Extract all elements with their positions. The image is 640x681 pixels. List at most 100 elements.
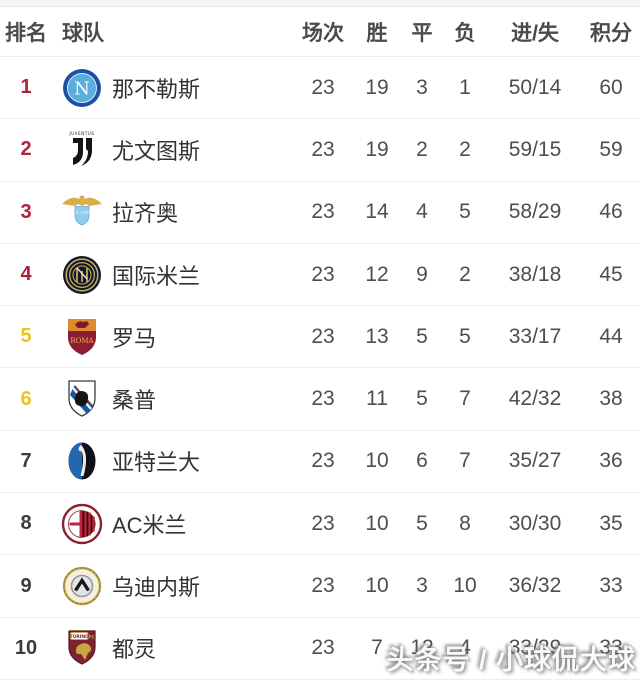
header-win: 胜 — [366, 21, 388, 45]
rank-number: 7 — [20, 449, 32, 472]
header-played: 场次 — [302, 21, 344, 45]
svg-text:JUVENTUS: JUVENTUS — [68, 131, 94, 136]
rank-number: 10 — [14, 636, 38, 659]
team-name: 乌迪内斯 — [112, 575, 201, 601]
header-rank: 排名 — [5, 21, 47, 45]
rank-number: 4 — [20, 263, 32, 286]
team-name: 亚特兰大 — [112, 450, 201, 476]
goals-for-against: 50/14 — [508, 75, 562, 99]
points: 60 — [599, 75, 623, 99]
juventus-logo: JUVENTUS — [52, 128, 112, 172]
team-name: 那不勒斯 — [112, 76, 201, 102]
draws: 6 — [416, 449, 428, 473]
table-row[interactable]: 3 S.S. LAZIO 拉齐奥 23 14 4 5 58/29 46 — [0, 182, 640, 244]
losses: 2 — [459, 262, 471, 286]
table-row[interactable]: 6 桑普 23 11 5 7 42/32 38 — [0, 368, 640, 431]
goals-for-against: 36/32 — [508, 574, 562, 598]
table-row[interactable]: 2 JUVENTUS 尤文图斯 23 19 2 2 59/15 59 — [0, 119, 640, 182]
goals-for-against: 33/17 — [508, 324, 562, 348]
svg-text:FC: FC — [89, 635, 96, 641]
matches-played: 23 — [311, 75, 335, 99]
matches-played: 23 — [311, 511, 335, 535]
wins: 10 — [365, 574, 389, 598]
table-row[interactable]: 7 亚特兰大 23 10 6 7 35/27 36 — [0, 431, 640, 494]
points: 33 — [599, 574, 623, 598]
standings-table: 排名 球队 场次 胜 平 负 进/失 积分 1 N 那不勒斯 23 19 3 1… — [0, 7, 640, 680]
inter-logo — [52, 253, 112, 297]
draws: 5 — [416, 511, 428, 535]
losses: 4 — [459, 636, 471, 660]
matches-played: 23 — [311, 137, 335, 161]
svg-text:N: N — [74, 78, 90, 99]
draws: 9 — [416, 262, 428, 286]
losses: 1 — [459, 75, 471, 99]
header-draw: 平 — [411, 21, 433, 45]
matches-played: 23 — [311, 324, 335, 348]
wins: 19 — [365, 137, 389, 161]
rank-number: 1 — [20, 76, 32, 99]
goals-for-against: 42/32 — [508, 387, 562, 411]
goals-for-against: 35/27 — [508, 449, 562, 473]
points: 35 — [599, 511, 623, 535]
svg-text:TORINO: TORINO — [70, 634, 89, 640]
wins: 13 — [365, 324, 389, 348]
goals-for-against: 30/30 — [508, 511, 562, 535]
losses: 5 — [459, 200, 471, 224]
svg-text:S.S. LAZIO: S.S. LAZIO — [73, 211, 92, 215]
points: 36 — [599, 449, 623, 473]
points: 33 — [599, 636, 623, 660]
wins: 7 — [371, 636, 383, 660]
table-row[interactable]: 8 AC米兰 23 10 5 8 30/30 35 — [0, 493, 640, 556]
lazio-logo: S.S. LAZIO — [52, 190, 112, 234]
losses: 10 — [453, 574, 477, 598]
draws: 3 — [416, 574, 428, 598]
roma-logo: ROMA — [52, 315, 112, 359]
team-name: 拉齐奥 — [112, 201, 179, 227]
draws: 3 — [416, 75, 428, 99]
rank-number: 6 — [20, 387, 32, 410]
udinese-logo — [52, 564, 112, 608]
team-name: 罗马 — [112, 325, 157, 351]
svg-text:ROMA: ROMA — [70, 337, 94, 345]
table-row[interactable]: 9 乌迪内斯 23 10 3 10 36/32 33 — [0, 555, 640, 618]
draws: 2 — [416, 137, 428, 161]
points: 46 — [599, 200, 623, 224]
header-goals: 进/失 — [511, 21, 559, 45]
table-header-row: 排名 球队 场次 胜 平 负 进/失 积分 — [0, 7, 640, 57]
torino-logo: TORINO FC — [52, 626, 112, 670]
table-row[interactable]: 1 N 那不勒斯 23 19 3 1 50/14 60 — [0, 57, 640, 120]
table-row[interactable]: 5 ROMA 罗马 23 13 5 5 33/17 44 — [0, 306, 640, 369]
points: 44 — [599, 324, 623, 348]
goals-for-against: 38/18 — [508, 262, 562, 286]
table-row[interactable]: 10 TORINO FC 都灵 23 7 12 4 33/29 33 — [0, 618, 640, 680]
points: 59 — [599, 137, 623, 161]
draws: 4 — [416, 200, 428, 224]
header-team: 球队 — [62, 21, 104, 45]
atalanta-logo — [52, 439, 112, 483]
standings-body: 1 N 那不勒斯 23 19 3 1 50/14 60 2 JUVENTUS 尤… — [0, 57, 640, 680]
team-name: 尤文图斯 — [112, 138, 201, 164]
rank-number: 3 — [20, 200, 32, 223]
header-points: 积分 — [590, 21, 632, 45]
rank-number: 8 — [20, 512, 32, 535]
wins: 10 — [365, 449, 389, 473]
napoli-logo: N — [52, 66, 112, 110]
draws: 5 — [416, 324, 428, 348]
draws: 5 — [416, 387, 428, 411]
points: 38 — [599, 387, 623, 411]
matches-played: 23 — [311, 200, 335, 224]
matches-played: 23 — [311, 449, 335, 473]
table-row[interactable]: 4 国际米兰 23 12 9 2 38/18 45 — [0, 244, 640, 307]
rank-number: 2 — [20, 138, 32, 161]
losses: 2 — [459, 137, 471, 161]
matches-played: 23 — [311, 387, 335, 411]
draws: 12 — [410, 636, 434, 660]
top-divider — [0, 0, 640, 7]
team-name: 国际米兰 — [112, 263, 201, 289]
wins: 14 — [365, 200, 389, 224]
losses: 5 — [459, 324, 471, 348]
goals-for-against: 33/29 — [508, 636, 562, 660]
header-loss: 负 — [454, 21, 476, 45]
team-name: 都灵 — [112, 637, 157, 663]
wins: 12 — [365, 262, 389, 286]
